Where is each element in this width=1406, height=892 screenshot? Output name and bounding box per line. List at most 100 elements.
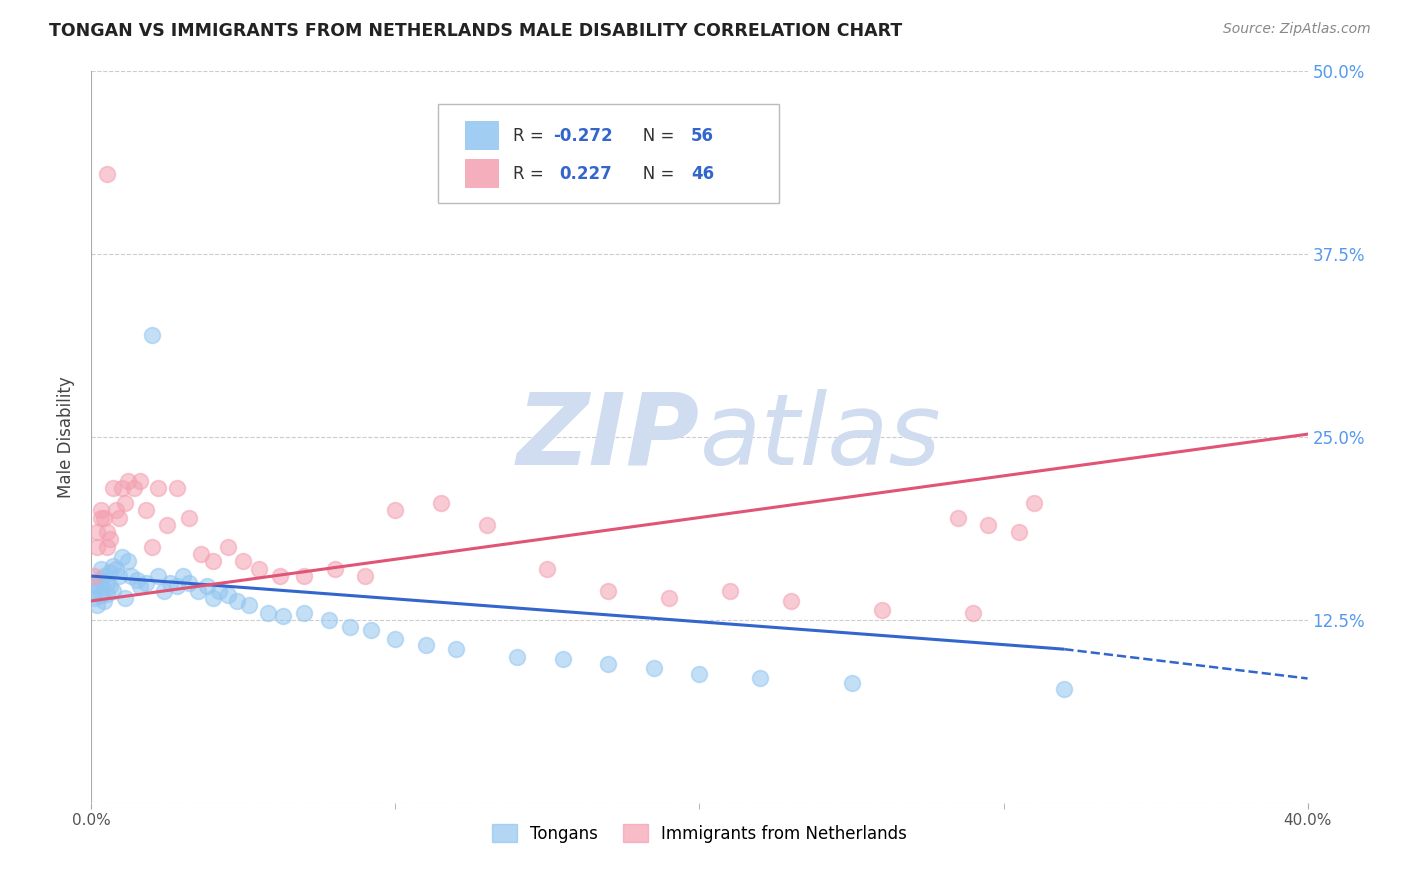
Point (323, 562, 346, 576)
Point (384, 632, 406, 646)
Point (384, 503, 406, 517)
Point (96, 167, 118, 181)
Point (83, 569, 105, 583)
Point (101, 481, 124, 495)
Point (208, 583, 231, 598)
Legend: Tongans, Immigrants from Netherlands: Tongans, Immigrants from Netherlands (485, 818, 914, 849)
Text: atlas: atlas (699, 389, 941, 485)
Point (98, 533, 121, 547)
Text: TONGAN VS IMMIGRANTS FROM NETHERLANDS MALE DISABILITY CORRELATION CHART: TONGAN VS IMMIGRANTS FROM NETHERLANDS MA… (49, 22, 903, 40)
Point (202, 591, 225, 605)
Point (104, 562, 127, 576)
Point (148, 569, 170, 583)
Point (86, 576, 108, 591)
Point (658, 591, 681, 605)
Point (89, 562, 111, 576)
Point (101, 558, 124, 573)
Point (718, 583, 741, 598)
Point (89, 588, 111, 602)
Text: ZIP: ZIP (516, 389, 699, 485)
Text: R =: R = (513, 127, 550, 145)
Point (117, 554, 139, 568)
Point (122, 481, 145, 495)
Text: 0.227: 0.227 (560, 165, 613, 183)
Point (135, 576, 157, 591)
Point (598, 657, 620, 671)
Point (172, 569, 194, 583)
Point (598, 583, 620, 598)
Point (156, 517, 179, 532)
Point (141, 540, 163, 554)
Point (688, 667, 710, 681)
Point (247, 562, 270, 576)
Point (98, 579, 121, 593)
Point (104, 503, 127, 517)
Point (117, 474, 139, 488)
Point (1008, 525, 1031, 540)
Point (977, 517, 1000, 532)
Point (506, 649, 529, 664)
Text: R =: R = (513, 165, 550, 183)
Point (271, 608, 294, 623)
Point (83, 583, 105, 598)
FancyBboxPatch shape (465, 121, 499, 151)
Point (318, 613, 340, 627)
Text: 56: 56 (690, 127, 714, 145)
Point (841, 676, 863, 690)
Text: 46: 46 (690, 165, 714, 183)
Point (202, 554, 225, 568)
Point (98, 565, 121, 579)
Point (217, 540, 239, 554)
Point (962, 606, 984, 620)
Y-axis label: Male Disability: Male Disability (58, 376, 76, 498)
Point (96, 540, 118, 554)
Point (96, 586, 118, 600)
Point (86, 599, 108, 613)
Point (226, 594, 249, 608)
Point (1053, 681, 1076, 696)
Point (135, 503, 157, 517)
Point (195, 579, 218, 593)
Point (129, 474, 152, 488)
Point (111, 481, 134, 495)
Point (339, 620, 361, 634)
Point (292, 606, 315, 620)
FancyBboxPatch shape (465, 159, 499, 188)
Point (232, 554, 254, 568)
Point (415, 638, 437, 652)
Point (1022, 496, 1045, 510)
Point (166, 481, 188, 495)
Text: N =: N = (627, 127, 679, 145)
Point (96, 576, 118, 591)
Point (107, 510, 129, 524)
Point (354, 569, 377, 583)
Point (217, 588, 239, 602)
Point (360, 623, 382, 637)
Point (475, 517, 498, 532)
Point (141, 327, 163, 342)
Point (187, 583, 209, 598)
Point (89, 503, 111, 517)
Point (551, 652, 574, 666)
Point (269, 569, 291, 583)
Point (870, 603, 893, 617)
Text: N =: N = (627, 165, 679, 183)
Point (114, 496, 136, 510)
Point (86, 540, 108, 554)
Point (779, 594, 801, 608)
Point (111, 549, 134, 564)
Point (190, 547, 212, 561)
Point (93, 569, 115, 583)
Point (749, 672, 772, 686)
Point (177, 576, 200, 591)
Point (159, 576, 181, 591)
Text: Source: ZipAtlas.com: Source: ZipAtlas.com (1223, 22, 1371, 37)
Point (120, 569, 142, 583)
Point (129, 579, 152, 593)
Point (148, 481, 170, 495)
Point (536, 562, 558, 576)
Point (238, 599, 260, 613)
Point (89, 574, 111, 588)
Point (643, 661, 665, 675)
Point (86, 525, 108, 540)
